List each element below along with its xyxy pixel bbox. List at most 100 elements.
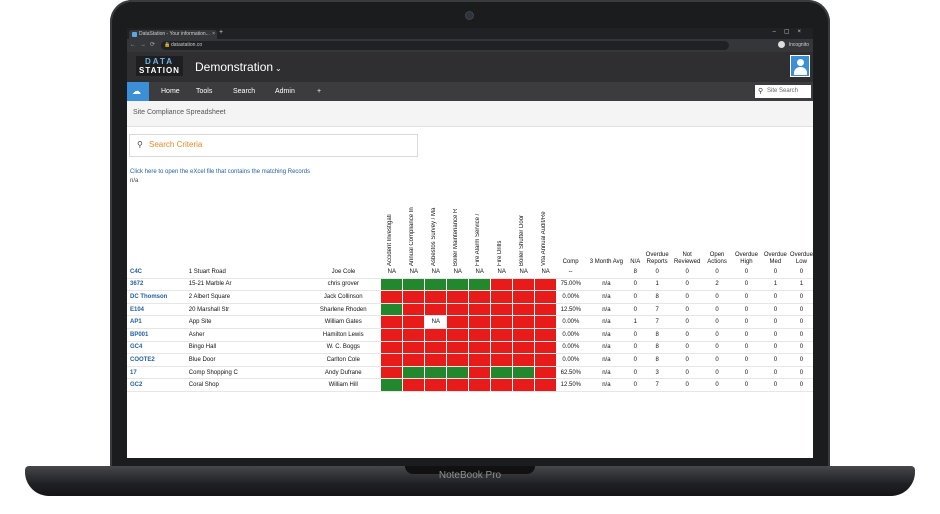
check-header-1[interactable]: Annual Compliance In [403, 186, 425, 266]
check-cell[interactable] [468, 290, 492, 304]
check-cell[interactable] [446, 327, 470, 342]
check-cell[interactable] [424, 327, 448, 342]
check-cell[interactable] [490, 378, 514, 392]
check-cell[interactable] [468, 315, 492, 329]
check-cell[interactable] [468, 365, 492, 380]
menu-tools[interactable]: Tools [196, 88, 213, 95]
check-cell[interactable] [490, 327, 514, 342]
stat-header-7[interactable]: Overdue Med [763, 252, 787, 265]
check-cell[interactable]: NA [424, 315, 447, 329]
check-cell[interactable] [534, 353, 558, 367]
url-field[interactable]: 🔒 datastation.co [161, 41, 729, 50]
check-cell[interactable]: NA [402, 266, 425, 279]
check-cell[interactable] [534, 277, 558, 292]
menu-logo-icon[interactable]: ☁ [127, 82, 149, 101]
check-cell[interactable] [446, 353, 470, 367]
check-cell[interactable] [402, 365, 426, 380]
check-header-3[interactable]: Boiler Maintenance R [447, 186, 469, 266]
check-cell[interactable] [534, 327, 558, 342]
check-cell[interactable] [446, 365, 470, 380]
site-code-link[interactable]: 3672 [127, 278, 189, 292]
check-cell[interactable] [380, 365, 404, 380]
check-cell[interactable] [534, 340, 558, 355]
new-tab-button[interactable]: + [219, 29, 224, 36]
check-cell[interactable]: NA [424, 266, 447, 279]
check-cell[interactable] [402, 315, 426, 329]
check-cell[interactable] [490, 315, 514, 329]
site-search-input[interactable]: ⚲ Site Search [755, 85, 811, 98]
check-cell[interactable] [402, 290, 426, 304]
menu-search[interactable]: Search [233, 88, 256, 95]
menu-admin[interactable]: Admin [275, 88, 295, 95]
check-cell[interactable] [534, 378, 558, 392]
check-header-6[interactable]: Boiler Shutter Door [513, 186, 535, 266]
check-cell[interactable] [424, 378, 448, 392]
check-cell[interactable] [512, 315, 536, 329]
check-cell[interactable] [424, 340, 448, 355]
site-code-link[interactable]: E104 [127, 303, 189, 317]
site-code-link[interactable]: C4C [127, 266, 189, 279]
check-cell[interactable] [424, 353, 448, 367]
user-avatar-icon[interactable] [790, 55, 810, 77]
check-cell[interactable] [380, 290, 404, 304]
stat-header-5[interactable]: Open Actions [707, 252, 727, 265]
check-cell[interactable] [512, 302, 536, 317]
site-code-link[interactable]: GC4 [127, 341, 189, 355]
check-cell[interactable] [534, 365, 558, 380]
check-header-4[interactable]: Fire Alarm Service / [469, 186, 491, 266]
check-cell[interactable] [446, 340, 470, 355]
check-cell[interactable] [446, 277, 470, 292]
check-cell[interactable] [490, 277, 514, 292]
check-cell[interactable] [402, 277, 426, 292]
site-code-link[interactable]: GC2 [127, 378, 189, 392]
check-cell[interactable] [468, 302, 492, 317]
check-cell[interactable] [424, 290, 448, 304]
check-cell[interactable] [512, 340, 536, 355]
check-cell[interactable] [490, 302, 514, 317]
browser-tab[interactable]: DataStation - Your information... × [129, 30, 217, 39]
stat-header-1[interactable]: 3 Month Avg [589, 259, 624, 265]
check-cell[interactable] [446, 378, 470, 392]
stat-header-4[interactable]: Not Reviewed [673, 252, 701, 265]
check-cell[interactable] [512, 378, 536, 392]
check-cell[interactable] [380, 327, 404, 342]
check-cell[interactable] [468, 277, 492, 292]
stat-header-8[interactable]: Overdue Low [789, 252, 813, 265]
site-code-link[interactable]: COOTE2 [127, 353, 189, 367]
check-cell[interactable] [380, 315, 404, 329]
site-code-link[interactable]: AP1 [127, 315, 189, 329]
stat-header-0[interactable]: Comp [562, 259, 579, 265]
check-cell[interactable] [468, 353, 492, 367]
check-cell[interactable] [380, 302, 404, 317]
menu-add[interactable]: + [317, 88, 322, 95]
check-cell[interactable] [468, 327, 492, 342]
check-cell[interactable] [424, 365, 448, 380]
site-code-link[interactable]: BP001 [127, 328, 189, 342]
check-cell[interactable]: NA [380, 266, 403, 279]
check-cell[interactable] [402, 327, 426, 342]
check-cell[interactable] [380, 378, 404, 392]
close-tab-icon[interactable]: × [212, 31, 215, 37]
check-header-7[interactable]: Vita Annual Audit/Re [535, 186, 557, 266]
check-cell[interactable] [534, 290, 558, 304]
check-cell[interactable] [490, 353, 514, 367]
datastation-logo[interactable]: DATA STATION [136, 56, 183, 76]
nav-arrows-icon[interactable]: ←→⟳ [130, 42, 160, 48]
check-cell[interactable] [402, 302, 426, 317]
check-cell[interactable] [490, 290, 514, 304]
check-cell[interactable]: NA [534, 266, 557, 279]
check-cell[interactable] [402, 378, 426, 392]
check-cell[interactable] [512, 277, 536, 292]
check-cell[interactable] [534, 315, 558, 329]
check-cell[interactable] [468, 340, 492, 355]
check-cell[interactable] [512, 365, 536, 380]
stat-header-2[interactable]: N/A [630, 259, 641, 265]
check-header-2[interactable]: Asbestos Survey / Ma [425, 186, 447, 266]
site-code-link[interactable]: DC Thomson [127, 290, 189, 304]
check-cell[interactable] [380, 340, 404, 355]
site-selector[interactable]: Demonstration ⌄ [195, 60, 282, 74]
check-header-0[interactable]: Accident Investigati [381, 186, 403, 266]
check-cell[interactable] [446, 315, 470, 329]
check-cell[interactable] [512, 353, 536, 367]
check-cell[interactable] [490, 365, 514, 380]
